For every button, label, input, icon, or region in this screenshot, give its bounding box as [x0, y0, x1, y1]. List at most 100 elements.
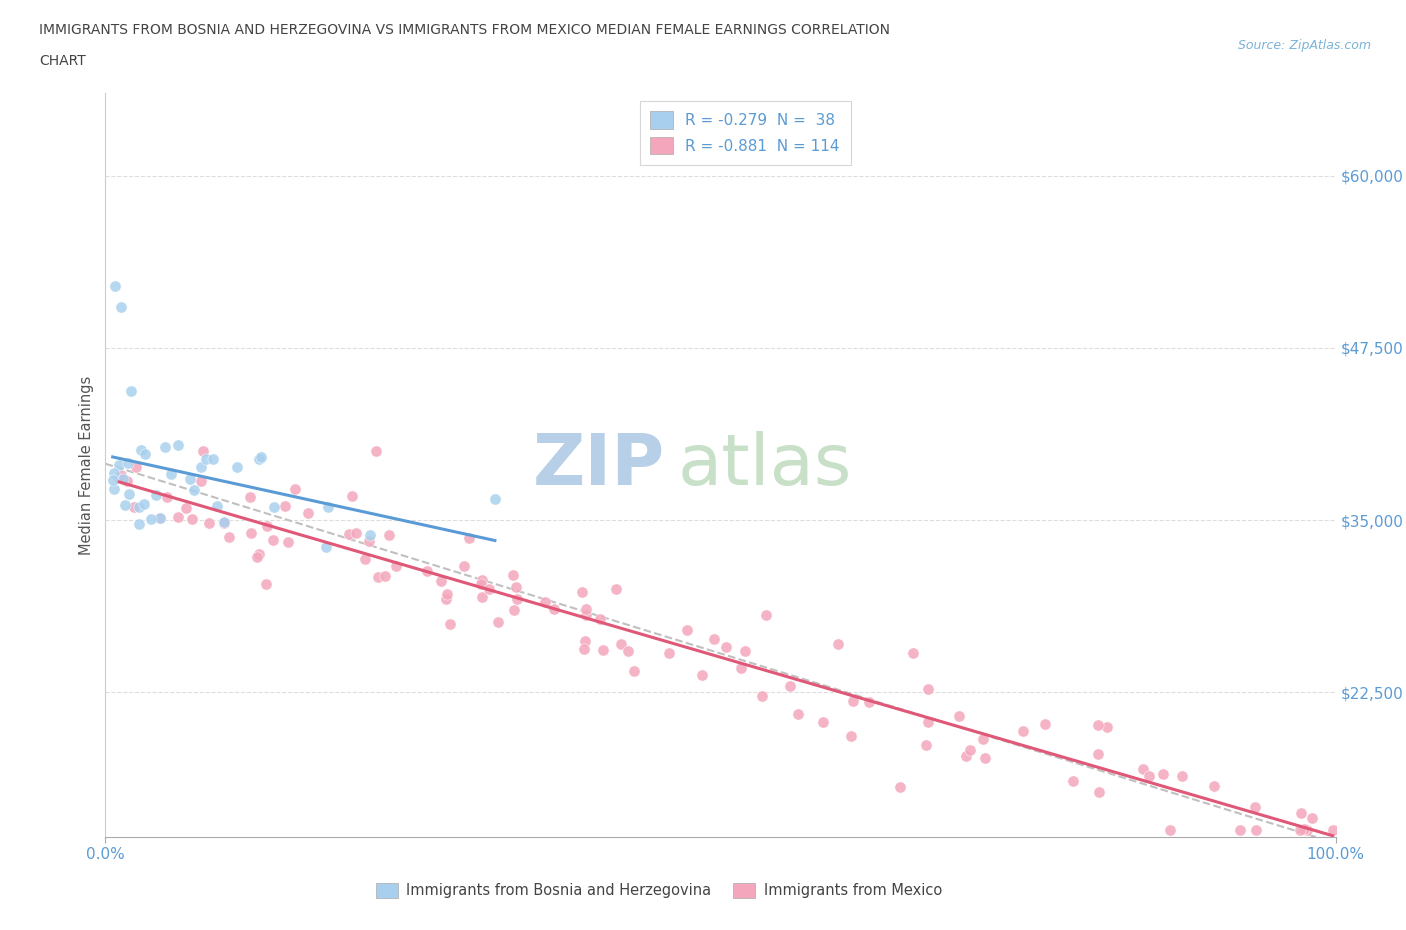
Point [1246, 823, 1268, 838]
Text: Source: ZipAtlas.com: Source: ZipAtlas.com [1237, 39, 1371, 52]
Point [1301, 811, 1323, 826]
Point [453, 559, 475, 574]
Point [359, 527, 381, 542]
Point [111, 472, 134, 486]
Point [676, 622, 699, 637]
Point [416, 564, 439, 578]
Point [378, 527, 401, 542]
Point [183, 483, 205, 498]
Point [107, 458, 129, 472]
Point [276, 535, 298, 550]
Point [1289, 805, 1312, 820]
Point [974, 751, 997, 765]
Point [122, 500, 145, 515]
Point [575, 608, 598, 623]
Point [1012, 724, 1035, 738]
Point [214, 514, 236, 529]
Point [543, 602, 565, 617]
Point [384, 558, 406, 573]
Point [1171, 768, 1194, 783]
Point [811, 714, 834, 729]
Point [103, 466, 125, 481]
Point [256, 518, 278, 533]
Y-axis label: Median Female Earnings: Median Female Earnings [79, 376, 94, 554]
Point [125, 459, 148, 474]
Point [218, 530, 240, 545]
Point [592, 643, 614, 658]
Point [658, 645, 681, 660]
Point [117, 456, 139, 471]
Point [180, 512, 202, 526]
Point [190, 473, 212, 488]
Point [374, 568, 396, 583]
Point [1033, 717, 1056, 732]
Point [571, 584, 593, 599]
Point [1202, 778, 1225, 793]
Point [436, 587, 458, 602]
Point [262, 533, 284, 548]
Point [316, 499, 339, 514]
Point [198, 516, 221, 531]
Point [703, 631, 725, 646]
Point [240, 525, 263, 540]
Point [247, 546, 270, 561]
Point [1087, 747, 1109, 762]
Point [575, 602, 598, 617]
Point [195, 451, 218, 466]
Point [972, 732, 994, 747]
Point [179, 472, 201, 486]
Point [1229, 823, 1251, 838]
Point [470, 577, 492, 591]
Point [734, 644, 756, 659]
Point [914, 737, 936, 752]
Point [153, 439, 176, 454]
Point [1294, 822, 1316, 837]
Point [1159, 823, 1181, 838]
Point [250, 449, 273, 464]
Point [359, 534, 381, 549]
Point [690, 668, 713, 683]
Point [1095, 720, 1118, 735]
Point [254, 577, 277, 591]
Point [471, 590, 494, 604]
Point [839, 728, 862, 743]
Point [145, 487, 167, 502]
Point [166, 438, 188, 453]
Point [284, 482, 307, 497]
Legend: Immigrants from Bosnia and Herzegovina, Immigrants from Mexico: Immigrants from Bosnia and Herzegovina, … [370, 877, 948, 904]
Point [110, 467, 132, 482]
Point [471, 573, 494, 588]
Point [842, 694, 865, 709]
Text: IMMIGRANTS FROM BOSNIA AND HERZEGOVINA VS IMMIGRANTS FROM MEXICO MEDIAN FEMALE E: IMMIGRANTS FROM BOSNIA AND HERZEGOVINA V… [39, 23, 890, 37]
Point [118, 487, 141, 502]
Point [439, 617, 461, 631]
Point [141, 512, 163, 526]
Point [128, 499, 150, 514]
Point [948, 709, 970, 724]
Point [502, 567, 524, 582]
Point [430, 574, 453, 589]
Point [589, 611, 612, 626]
Point [315, 539, 337, 554]
Point [274, 498, 297, 513]
Point [917, 714, 939, 729]
Point [572, 642, 595, 657]
Point [1295, 823, 1317, 838]
Point [156, 489, 179, 504]
Point [190, 459, 212, 474]
Point [714, 639, 737, 654]
Point [755, 607, 778, 622]
Point [148, 511, 170, 525]
Point [247, 452, 270, 467]
Point [115, 473, 138, 488]
Point [367, 569, 389, 584]
Point [434, 591, 457, 606]
Point [114, 498, 136, 513]
Point [1132, 762, 1154, 777]
Point [342, 489, 364, 504]
Point [623, 664, 645, 679]
Point [167, 510, 190, 525]
Text: CHART: CHART [39, 54, 86, 68]
Point [486, 615, 509, 630]
Point [730, 660, 752, 675]
